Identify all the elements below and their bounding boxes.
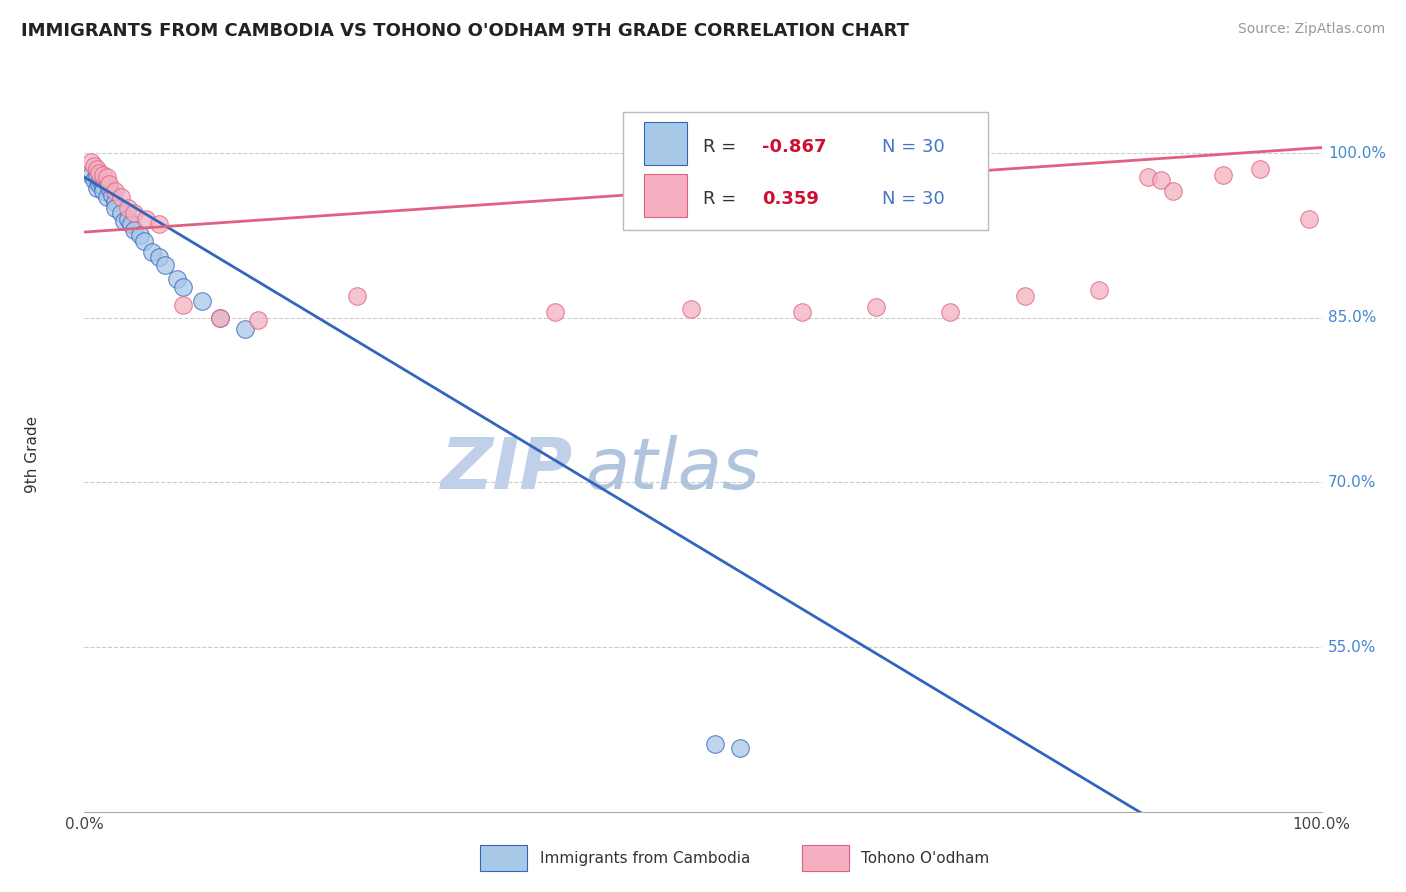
Text: 100.0%: 100.0% bbox=[1327, 145, 1386, 161]
Point bbox=[1014, 289, 1036, 303]
Point bbox=[112, 214, 135, 228]
Point bbox=[728, 741, 751, 756]
Point bbox=[1298, 211, 1320, 226]
Point bbox=[790, 305, 813, 319]
Bar bbox=[801, 846, 849, 871]
Point bbox=[91, 178, 114, 193]
Point bbox=[172, 280, 194, 294]
Point bbox=[166, 272, 188, 286]
Point bbox=[1088, 283, 1111, 297]
Point bbox=[98, 181, 121, 195]
Point bbox=[865, 300, 887, 314]
Point bbox=[100, 187, 122, 202]
FancyBboxPatch shape bbox=[623, 112, 987, 230]
Point bbox=[543, 305, 565, 319]
Point bbox=[153, 258, 176, 272]
Bar bbox=[644, 122, 688, 165]
Text: 70.0%: 70.0% bbox=[1327, 475, 1376, 490]
Text: R =: R = bbox=[703, 138, 742, 156]
Point bbox=[141, 244, 163, 259]
Point bbox=[122, 206, 145, 220]
Point bbox=[122, 223, 145, 237]
Point bbox=[110, 206, 132, 220]
Text: Source: ZipAtlas.com: Source: ZipAtlas.com bbox=[1237, 22, 1385, 37]
Point bbox=[79, 168, 101, 182]
Text: ZIP: ZIP bbox=[441, 434, 574, 504]
Point bbox=[148, 218, 170, 232]
Point bbox=[110, 190, 132, 204]
Point bbox=[117, 201, 139, 215]
Point bbox=[104, 185, 127, 199]
Point bbox=[89, 166, 111, 180]
Point bbox=[132, 234, 155, 248]
Point bbox=[98, 177, 121, 191]
Point bbox=[346, 289, 368, 303]
Point bbox=[89, 177, 111, 191]
Point bbox=[86, 162, 108, 177]
Point bbox=[79, 154, 101, 169]
Text: 85.0%: 85.0% bbox=[1327, 310, 1376, 326]
Text: N = 30: N = 30 bbox=[883, 138, 945, 156]
Point bbox=[104, 201, 127, 215]
Text: Tohono O'odham: Tohono O'odham bbox=[862, 851, 990, 865]
Point bbox=[117, 211, 139, 226]
Point bbox=[83, 173, 105, 187]
Point bbox=[209, 310, 232, 325]
Point bbox=[91, 185, 114, 199]
Point bbox=[148, 250, 170, 264]
Text: 0.359: 0.359 bbox=[762, 190, 820, 208]
Point bbox=[246, 313, 269, 327]
Bar bbox=[644, 174, 688, 217]
Text: atlas: atlas bbox=[585, 434, 761, 504]
Point bbox=[83, 159, 105, 173]
Point bbox=[96, 190, 118, 204]
Text: 9th Grade: 9th Grade bbox=[25, 417, 39, 493]
Text: -0.867: -0.867 bbox=[762, 138, 827, 156]
Point bbox=[209, 310, 232, 325]
Point bbox=[233, 321, 256, 335]
Text: N = 30: N = 30 bbox=[883, 190, 945, 208]
Point bbox=[1137, 170, 1160, 185]
Point bbox=[89, 173, 111, 187]
Point bbox=[1249, 162, 1271, 177]
Point bbox=[172, 297, 194, 311]
Point bbox=[91, 168, 114, 182]
Point bbox=[679, 301, 702, 316]
Point bbox=[120, 218, 142, 232]
Text: Immigrants from Cambodia: Immigrants from Cambodia bbox=[540, 851, 749, 865]
Point bbox=[1212, 168, 1234, 182]
Point bbox=[104, 195, 127, 210]
Bar bbox=[481, 846, 527, 871]
Point bbox=[704, 737, 727, 751]
Point bbox=[135, 211, 157, 226]
Text: 55.0%: 55.0% bbox=[1327, 640, 1376, 655]
Text: R =: R = bbox=[703, 190, 748, 208]
Point bbox=[96, 170, 118, 185]
Point bbox=[86, 168, 108, 182]
Point bbox=[1150, 173, 1173, 187]
Point bbox=[939, 305, 962, 319]
Point bbox=[1161, 185, 1184, 199]
Point bbox=[129, 228, 152, 243]
Point bbox=[191, 294, 214, 309]
Point bbox=[86, 181, 108, 195]
Text: IMMIGRANTS FROM CAMBODIA VS TOHONO O'ODHAM 9TH GRADE CORRELATION CHART: IMMIGRANTS FROM CAMBODIA VS TOHONO O'ODH… bbox=[21, 22, 910, 40]
